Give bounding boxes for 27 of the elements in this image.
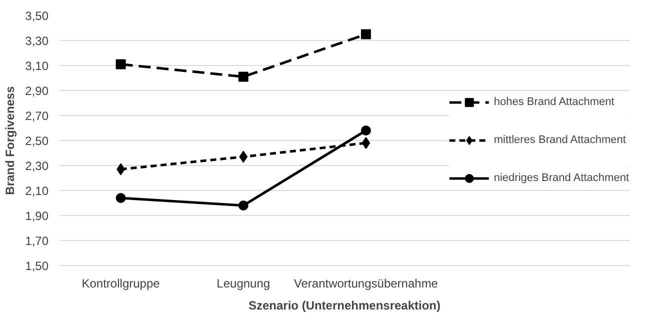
y-tick-label: 3,10 xyxy=(25,59,49,73)
x-tick-label: Verantwortungsübernahme xyxy=(294,276,438,290)
y-tick-label: 3,50 xyxy=(25,9,49,23)
x-tick-label: Leugnung xyxy=(216,276,270,290)
x-tick-label: Kontrollgruppe xyxy=(82,276,160,290)
point xyxy=(116,193,126,203)
y-tick-label: 2,70 xyxy=(25,109,49,123)
y-axis-title: Brand Forgiveness xyxy=(3,86,18,195)
point xyxy=(238,72,248,82)
y-tick-label: 2,30 xyxy=(25,159,49,173)
x-axis-title: Szenario (Unternehmensreaktion) xyxy=(248,298,441,312)
point xyxy=(116,59,126,70)
legend-label: mittleres Brand Attachment xyxy=(494,134,626,146)
y-tick-label: 2,50 xyxy=(25,134,49,148)
point xyxy=(360,126,371,136)
legend-label: niedriges Brand Attachment xyxy=(494,172,629,184)
y-tick-label: 1,90 xyxy=(25,209,49,223)
point xyxy=(362,137,370,149)
y-tick-label: 2,10 xyxy=(25,184,49,198)
legend-label: hohes Brand Attachment xyxy=(494,96,614,108)
point xyxy=(238,200,248,210)
y-tick-label: 3,30 xyxy=(25,34,49,48)
point xyxy=(239,150,248,163)
point xyxy=(360,29,371,40)
y-tick-label: 1,70 xyxy=(25,234,49,248)
y-tick-label: 1,50 xyxy=(25,259,49,273)
y-tick-label: 2,90 xyxy=(25,84,49,98)
